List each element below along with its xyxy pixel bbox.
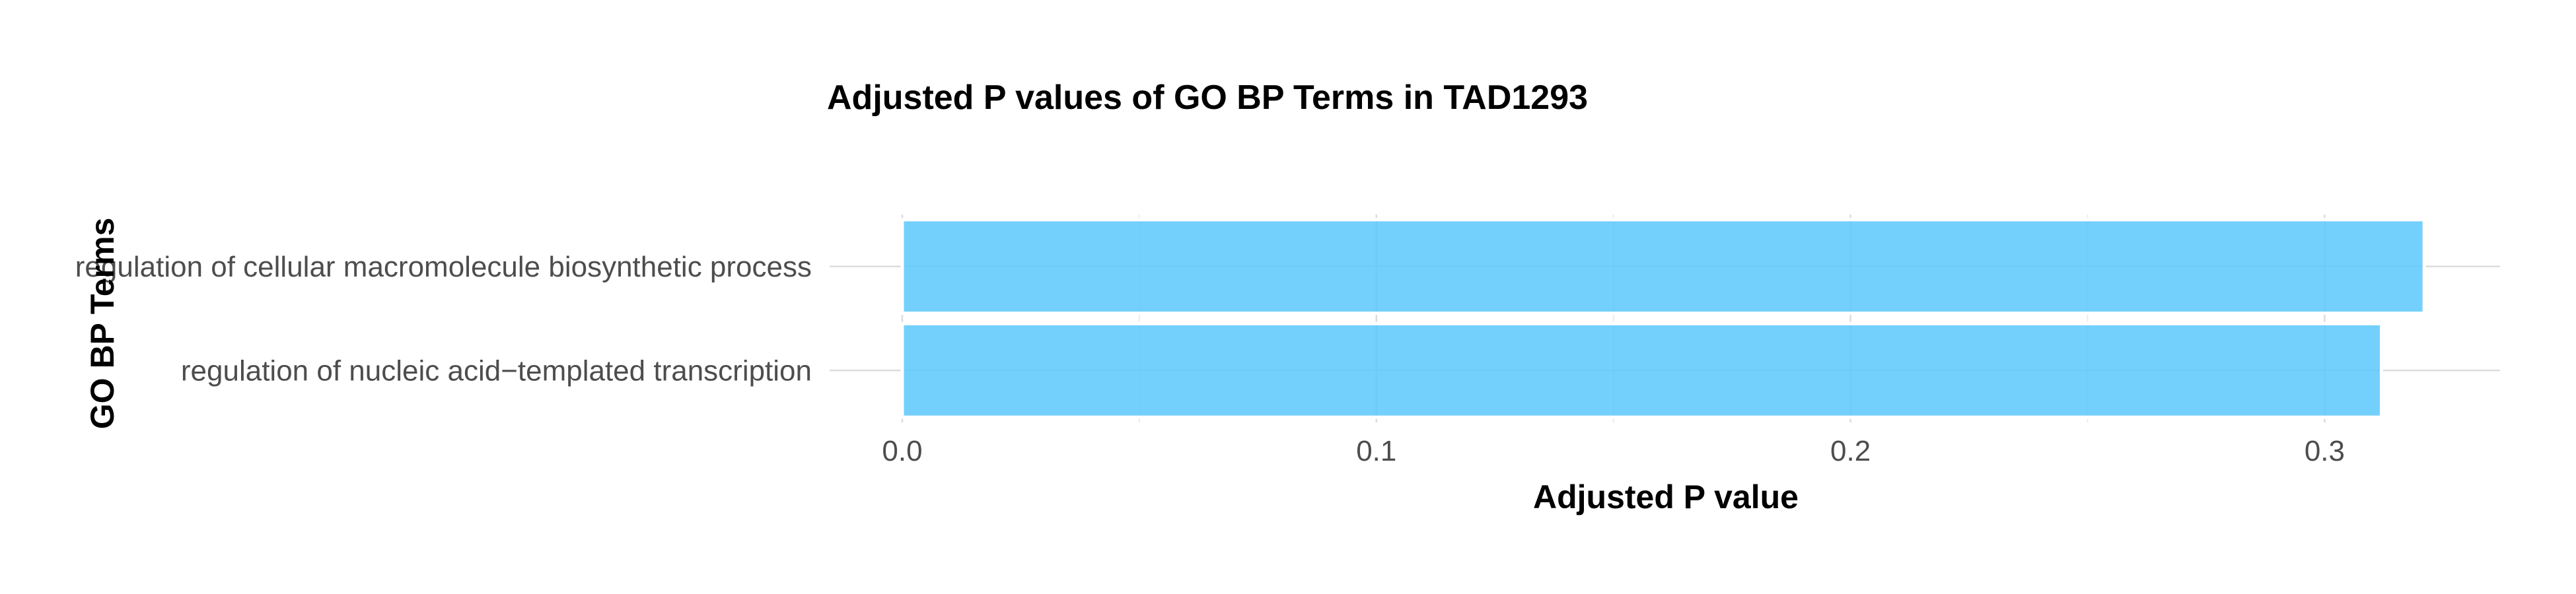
x-axis-tick-labels: 0.0 0.1 0.2 0.3: [882, 435, 2345, 467]
chart-title: Adjusted P values of GO BP Terms in TAD1…: [827, 79, 1588, 117]
y-axis-title: GO BP Terms: [84, 218, 121, 429]
bar: [900, 218, 2426, 315]
bar: [900, 321, 2384, 419]
x-tick-label: 0.2: [1830, 435, 1871, 467]
y-axis-tick-labels: regulation of cellular macromolecule bio…: [75, 251, 812, 387]
x-tick-label: 0.3: [2305, 435, 2345, 467]
y-tick-label: regulation of cellular macromolecule bio…: [75, 251, 812, 283]
x-tick-label: 0.0: [882, 435, 922, 467]
x-axis-title: Adjusted P value: [1533, 478, 1799, 515]
bars: [900, 218, 2426, 419]
x-tick-label: 0.1: [1356, 435, 1396, 467]
y-tick-label: regulation of nucleic acid−templated tra…: [181, 354, 812, 387]
